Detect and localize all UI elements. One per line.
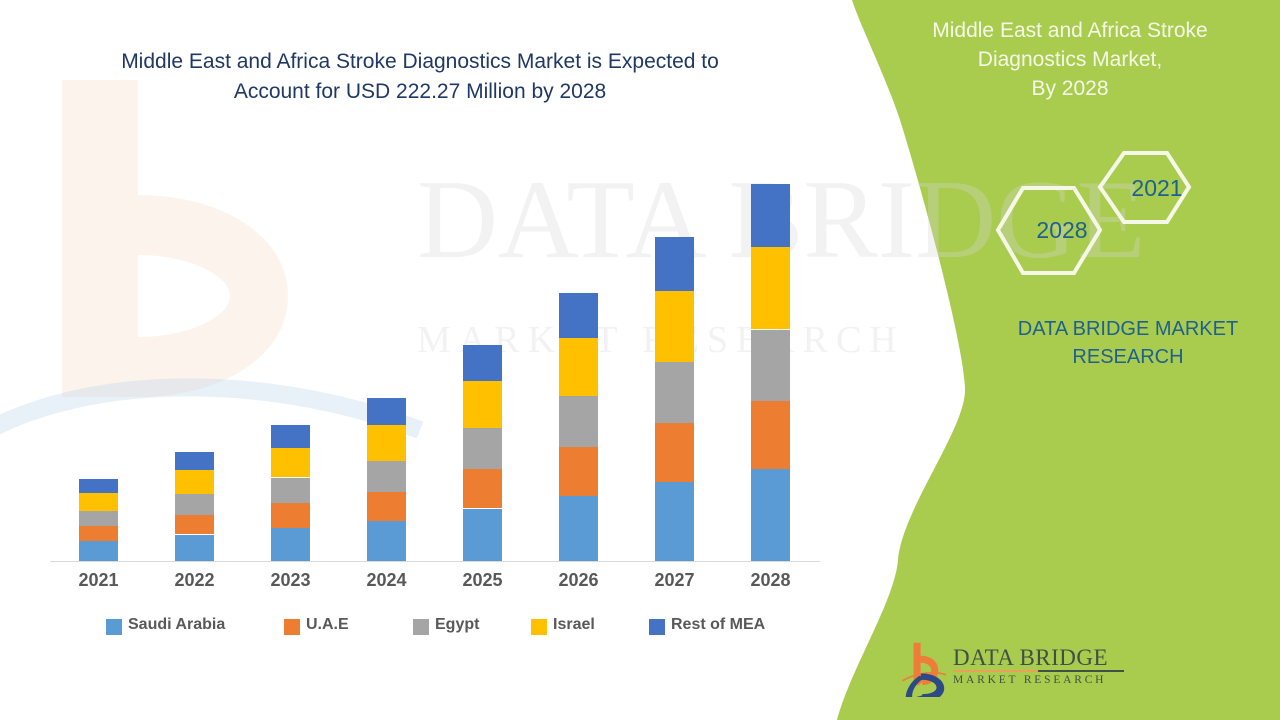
svg-text:2021: 2021 xyxy=(1131,175,1182,201)
svg-text:2028: 2028 xyxy=(1036,217,1087,243)
